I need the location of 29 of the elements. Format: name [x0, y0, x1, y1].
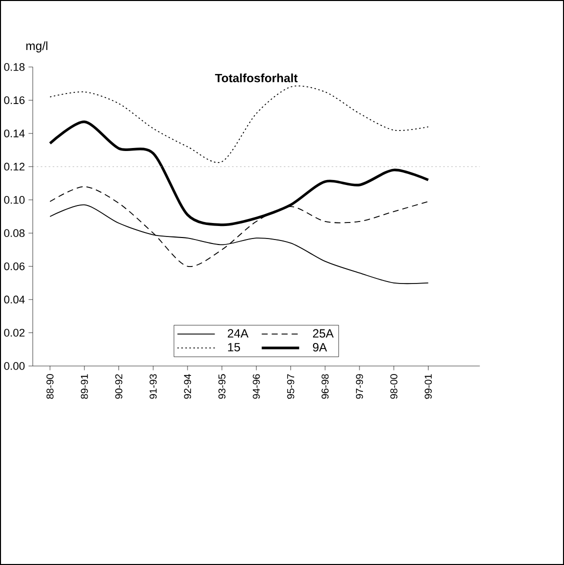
y-axis-title: mg/l	[26, 41, 48, 52]
legend-label: 9A	[312, 343, 328, 352]
y-tick-label: 0.12	[4, 162, 24, 171]
x-tick-label: 95-97	[287, 374, 294, 399]
x-tick-label: 97-99	[356, 374, 363, 399]
y-tick-label: 0.16	[4, 96, 25, 104]
x-tick-label: 93-95	[218, 374, 226, 399]
y-tick-label: 0.18	[4, 63, 25, 71]
y-tick-label: 0.00	[4, 362, 25, 370]
y-tick-label: 0.02	[4, 328, 24, 337]
y-tick-label: 0.04	[4, 296, 25, 304]
legend-label: 15	[228, 343, 240, 352]
y-tick-label: 0.14	[4, 130, 25, 138]
legend-label: 25A	[313, 329, 334, 338]
x-tick-label: 96-98	[322, 374, 329, 399]
x-tick-label: 88-90	[46, 374, 54, 399]
y-tick-label: 0.10	[4, 196, 25, 204]
y-tick-label: 0.06	[4, 262, 25, 270]
x-tick-label: 94-96	[252, 374, 260, 399]
x-tick-label: 98-00	[390, 374, 398, 399]
y-tick-label: 0.08	[4, 229, 25, 237]
x-tick-label: 99-01	[424, 374, 432, 399]
chart-title: Totalfosforhalt	[215, 74, 298, 82]
legend-label: 24A	[228, 329, 248, 338]
x-tick-label: 92-94	[184, 374, 192, 399]
x-tick-label: 91-93	[150, 374, 157, 399]
x-tick-label: 90-92	[115, 374, 122, 399]
x-tick-label: 89-91	[80, 374, 88, 399]
line-series	[50, 86, 429, 163]
